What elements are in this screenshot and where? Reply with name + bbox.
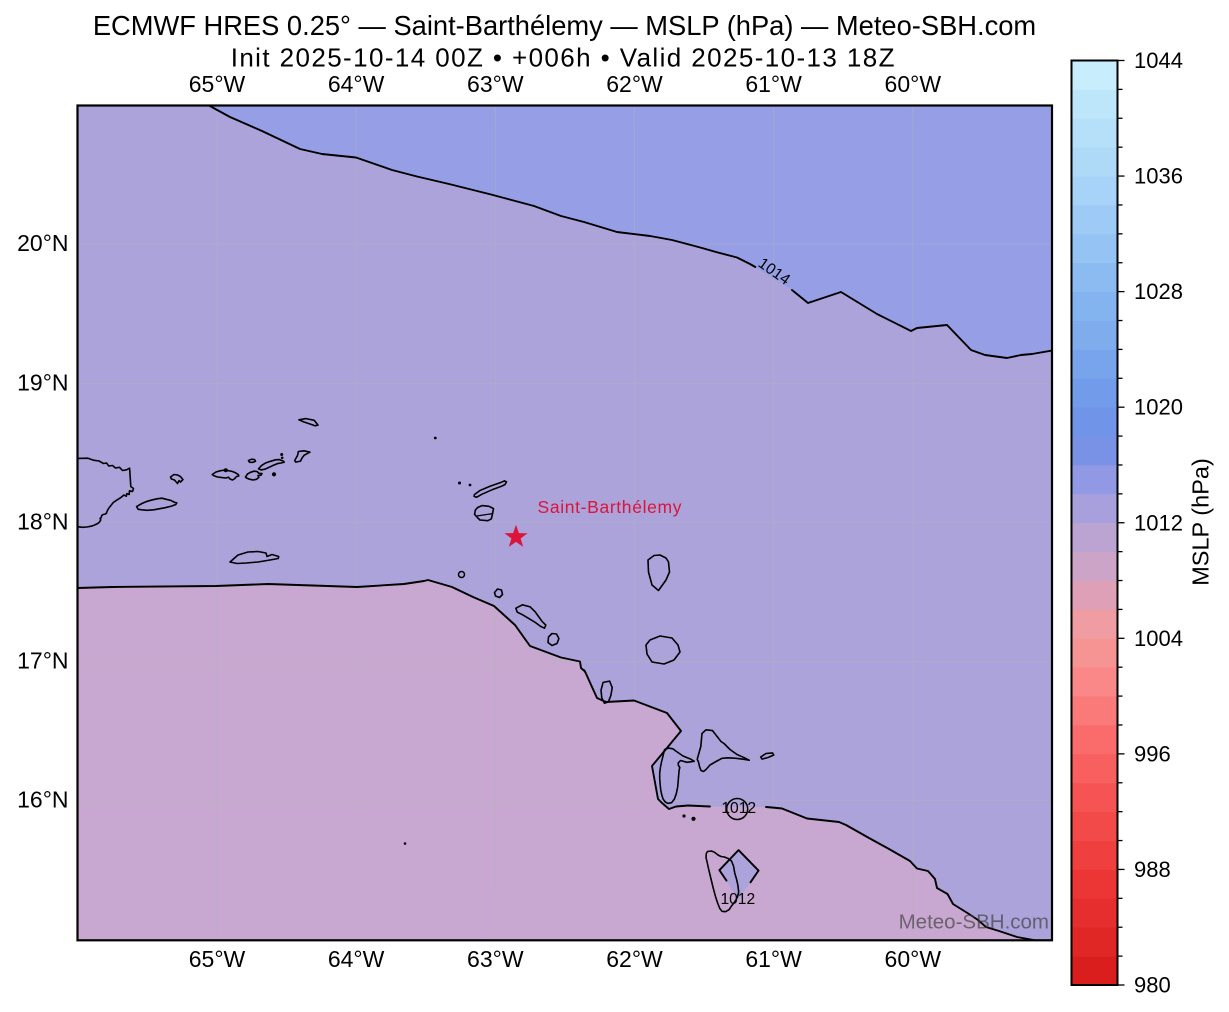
- svg-text:MSLP (hPa): MSLP (hPa): [1188, 458, 1214, 586]
- svg-text:Saint-Barthélemy: Saint-Barthélemy: [538, 497, 683, 517]
- svg-text:1028: 1028: [1134, 279, 1183, 304]
- svg-text:62°W: 62°W: [606, 71, 663, 97]
- svg-text:60°W: 60°W: [885, 946, 942, 972]
- svg-text:ECMWF HRES 0.25° — Saint-Barth: ECMWF HRES 0.25° — Saint-Barthélemy — MS…: [93, 10, 1036, 41]
- svg-text:16°N: 16°N: [17, 787, 68, 813]
- svg-text:1020: 1020: [1134, 395, 1183, 420]
- svg-text:996: 996: [1134, 741, 1171, 766]
- svg-text:980: 980: [1134, 973, 1171, 998]
- svg-text:61°W: 61°W: [745, 71, 802, 97]
- svg-text:988: 988: [1134, 857, 1171, 882]
- svg-text:19°N: 19°N: [17, 369, 68, 395]
- svg-text:Init 2025-10-14 00Z • +006h •: Init 2025-10-14 00Z • +006h • Valid 2025…: [231, 43, 896, 73]
- svg-text:65°W: 65°W: [189, 71, 246, 97]
- svg-text:64°W: 64°W: [328, 71, 385, 97]
- svg-text:1012: 1012: [720, 891, 755, 908]
- svg-text:1004: 1004: [1134, 626, 1183, 651]
- svg-text:65°W: 65°W: [189, 946, 246, 972]
- svg-text:1012: 1012: [1134, 510, 1183, 535]
- svg-text:17°N: 17°N: [17, 648, 68, 674]
- svg-text:62°W: 62°W: [606, 946, 663, 972]
- svg-text:1036: 1036: [1134, 164, 1183, 189]
- svg-text:20°N: 20°N: [17, 230, 68, 256]
- svg-text:61°W: 61°W: [745, 946, 802, 972]
- svg-text:1044: 1044: [1134, 48, 1183, 73]
- svg-text:63°W: 63°W: [467, 71, 524, 97]
- svg-text:Meteo-SBH.com: Meteo-SBH.com: [899, 911, 1049, 934]
- svg-text:63°W: 63°W: [467, 946, 524, 972]
- svg-text:1012: 1012: [721, 800, 756, 817]
- svg-text:60°W: 60°W: [885, 71, 942, 97]
- svg-text:64°W: 64°W: [328, 946, 385, 972]
- svg-text:18°N: 18°N: [17, 508, 68, 534]
